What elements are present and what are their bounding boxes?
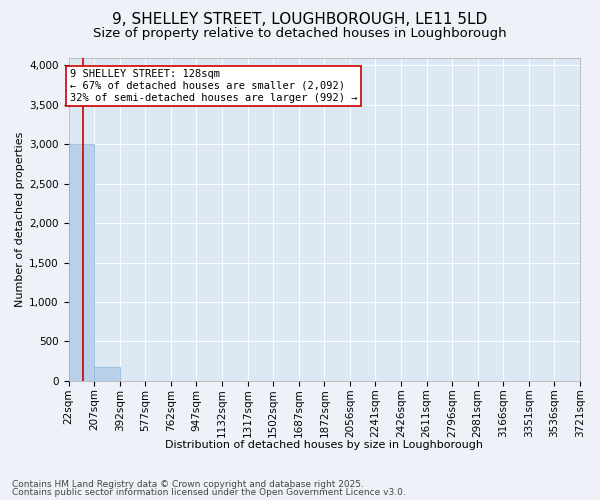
Y-axis label: Number of detached properties: Number of detached properties	[15, 132, 25, 307]
Text: Contains HM Land Registry data © Crown copyright and database right 2025.: Contains HM Land Registry data © Crown c…	[12, 480, 364, 489]
Bar	[68, 144, 94, 381]
Text: 9, SHELLEY STREET, LOUGHBOROUGH, LE11 5LD: 9, SHELLEY STREET, LOUGHBOROUGH, LE11 5L…	[112, 12, 488, 28]
Text: 9 SHELLEY STREET: 128sqm
← 67% of detached houses are smaller (2,092)
32% of sem: 9 SHELLEY STREET: 128sqm ← 67% of detach…	[70, 70, 358, 102]
X-axis label: Distribution of detached houses by size in Loughborough: Distribution of detached houses by size …	[165, 440, 483, 450]
Bar	[94, 368, 119, 381]
Text: Size of property relative to detached houses in Loughborough: Size of property relative to detached ho…	[93, 28, 507, 40]
Text: Contains public sector information licensed under the Open Government Licence v3: Contains public sector information licen…	[12, 488, 406, 497]
